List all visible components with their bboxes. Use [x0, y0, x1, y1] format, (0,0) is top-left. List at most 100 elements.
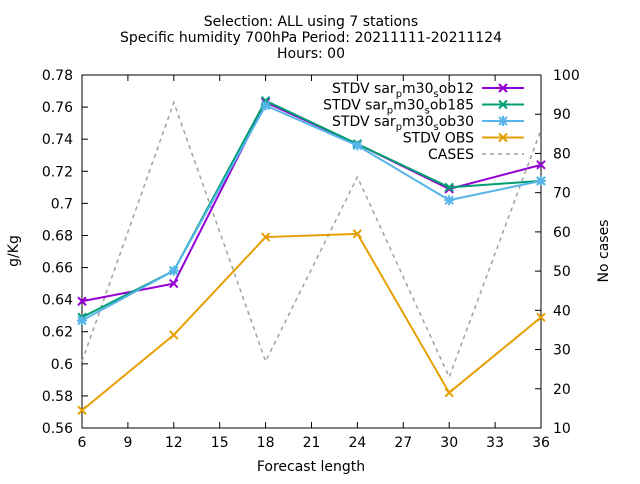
x-tick-label: 36 — [532, 435, 550, 451]
data-point — [77, 315, 87, 326]
legend-entry: STDV sarpm30sob30 — [332, 114, 524, 133]
y2-tick-label: 20 — [553, 382, 571, 398]
legend-entry: STDV OBS — [403, 131, 524, 147]
y-tick-label: 0.7 — [51, 196, 73, 212]
series-stdv-obs — [77, 229, 546, 416]
series-line — [81, 104, 542, 322]
series-layer — [77, 95, 546, 416]
legend-marker — [498, 116, 508, 126]
marker-stroke — [260, 232, 271, 242]
legend-label-mid: m30 — [402, 81, 433, 97]
legend-label-sub: s — [434, 122, 439, 133]
legend-label-end: ob30 — [439, 114, 474, 130]
chart-title: Selection: ALL using 7 stationsSpecific … — [120, 14, 502, 62]
data-point — [77, 296, 87, 306]
marker-stroke — [169, 330, 179, 340]
legend-marker — [498, 83, 508, 93]
data-point — [536, 160, 546, 170]
marker-stroke — [77, 296, 87, 306]
legend-label-main: STDV sar — [332, 81, 396, 97]
legend-label: STDV OBS — [403, 131, 474, 147]
y2-tick-label: 100 — [553, 68, 580, 84]
y2-tick-label: 40 — [553, 303, 571, 319]
legend-entry: STDV sarpm30sob185 — [323, 98, 524, 117]
data-point — [536, 312, 546, 322]
y-tick-label: 0.74 — [42, 132, 73, 148]
y-tick-label: 0.56 — [42, 421, 73, 437]
axes: 6 9 12 15 18 21 24 27 30 33 36 0.56 0.58 0.6 0.62 0.64 0… — [42, 68, 580, 451]
y-tick-label: 0.78 — [42, 68, 73, 84]
series-stdv-sar-m30-sob12 — [77, 97, 546, 306]
x-tick-label: 9 — [123, 435, 132, 451]
data-point — [260, 232, 271, 242]
y-tick-label: 0.66 — [42, 261, 73, 277]
legend-entry: CASES — [428, 147, 524, 163]
y-tick-label: 0.62 — [42, 325, 73, 341]
data-point — [444, 387, 454, 398]
legend-label-sub: s — [425, 106, 430, 117]
title-line: Specific humidity 700hPa Period: 2021111… — [120, 30, 502, 46]
marker-stroke — [444, 387, 454, 398]
title-line: Hours: 00 — [277, 46, 345, 62]
x-tick-label: 30 — [440, 435, 458, 451]
data-point — [536, 175, 546, 186]
series-line — [81, 100, 542, 379]
y2-tick-label: 50 — [553, 264, 571, 280]
x-tick-label: 15 — [211, 435, 229, 451]
y-axis-label: g/Kg — [6, 235, 22, 267]
data-point — [260, 100, 271, 111]
y2-tick-label: 60 — [553, 225, 571, 241]
series-stdv-sar-m30-sob30 — [77, 100, 546, 326]
legend-label-main: STDV sar — [323, 98, 387, 114]
data-point — [352, 229, 363, 239]
marker-stroke — [498, 99, 508, 110]
marker-stroke — [77, 405, 87, 416]
marker-stroke — [536, 312, 546, 322]
y2-tick-label: 10 — [553, 421, 571, 437]
legend-label: STDV sarpm30sob185 — [323, 98, 474, 117]
legend-label-main: CASES — [428, 147, 474, 163]
legend-label-end: ob12 — [439, 81, 474, 97]
marker-stroke — [498, 132, 508, 143]
y2-tick-label: 30 — [553, 343, 571, 359]
x-tick-label: 27 — [394, 435, 412, 451]
y-tick-label: 0.64 — [42, 293, 73, 309]
data-point — [77, 405, 87, 416]
data-point — [169, 330, 179, 340]
legend-label-sub: p — [387, 106, 393, 117]
data-point — [168, 265, 179, 276]
y-tick-label: 0.68 — [42, 228, 73, 244]
data-point — [444, 195, 455, 206]
legend-label-main: STDV sar — [332, 114, 396, 130]
y-tick-label: 0.76 — [42, 100, 73, 116]
y2-axis-label: No cases — [596, 220, 612, 283]
marker-stroke — [352, 229, 363, 239]
legend-marker — [498, 132, 508, 143]
y-tick-label: 0.6 — [51, 357, 73, 373]
marker-stroke — [169, 278, 179, 289]
title-line: Selection: ALL using 7 stations — [204, 14, 418, 30]
legend-label: CASES — [428, 147, 474, 163]
x-tick-label: 18 — [257, 435, 275, 451]
x-tick-label: 6 — [78, 435, 87, 451]
legend-label-sub: s — [434, 89, 439, 100]
x-tick-label: 12 — [165, 435, 183, 451]
legend-label-mid: m30 — [402, 114, 433, 130]
x-axis-label: Forecast length — [257, 459, 365, 475]
x-tick-label: 33 — [486, 435, 504, 451]
legend-label-mid: m30 — [393, 98, 424, 114]
data-point — [444, 182, 454, 193]
y-tick-label: 0.72 — [42, 164, 73, 180]
legend-label-end: ob185 — [430, 98, 474, 114]
x-tick-label: 24 — [348, 435, 366, 451]
legend-entry: STDV sarpm30sob12 — [332, 81, 524, 100]
legend-label: STDV sarpm30sob30 — [332, 114, 474, 133]
series-cases — [81, 100, 542, 379]
marker-stroke — [498, 83, 508, 93]
marker-stroke — [444, 182, 454, 193]
series-line — [81, 232, 542, 412]
x-tick-label: 21 — [303, 435, 321, 451]
marker-stroke — [536, 160, 546, 170]
